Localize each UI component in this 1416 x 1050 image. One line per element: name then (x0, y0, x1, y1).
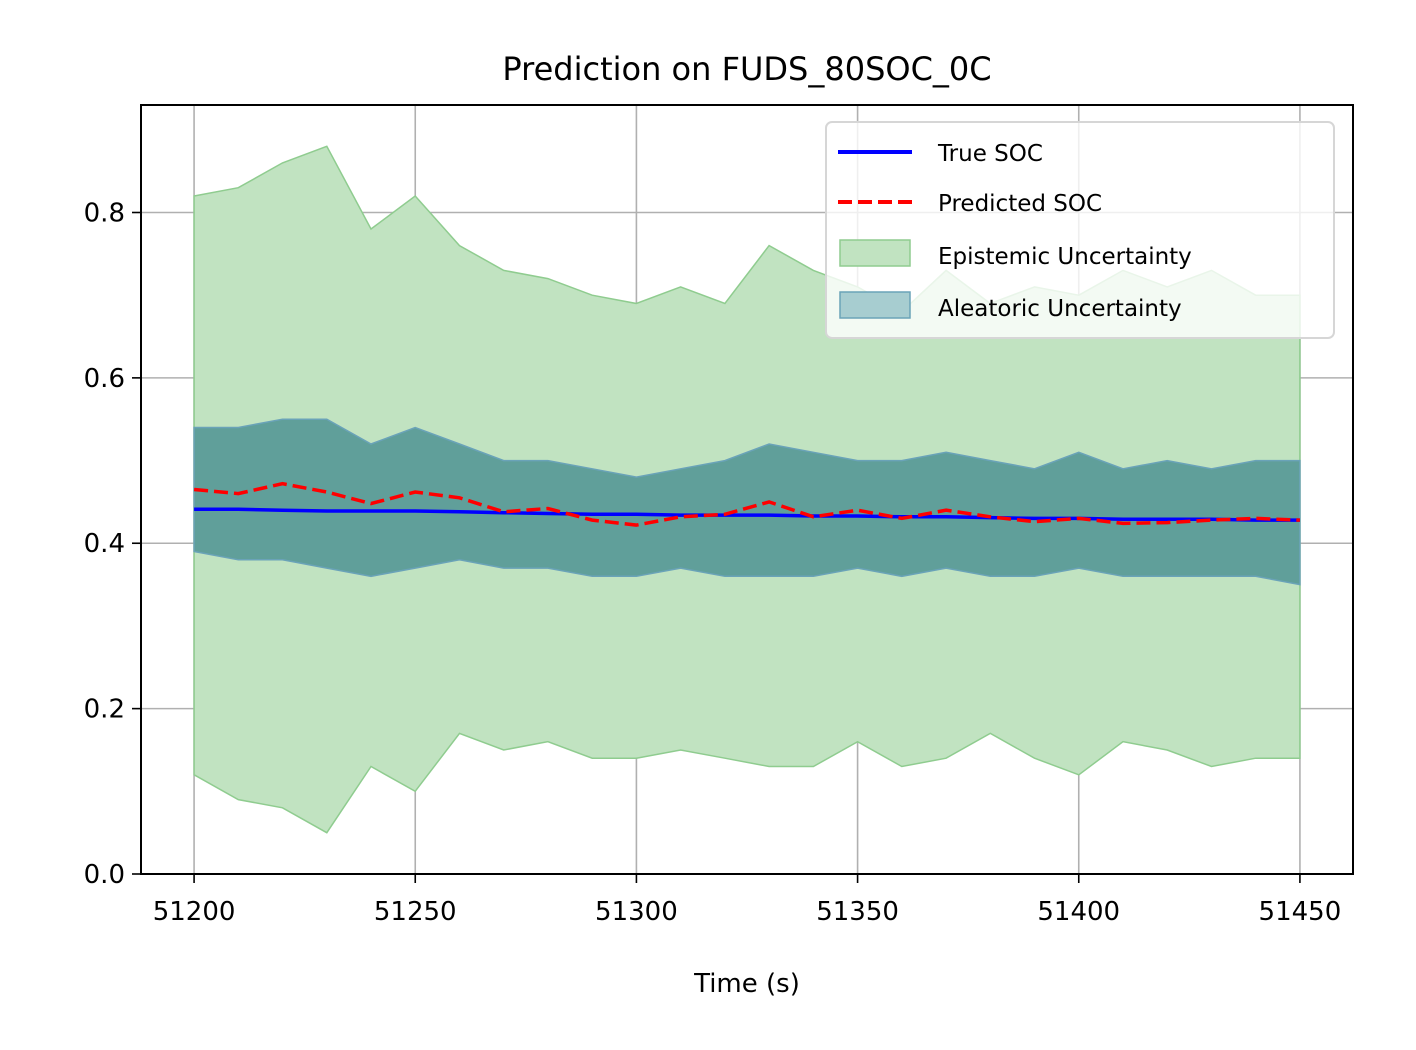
x-axis-label: Time (s) (693, 969, 800, 999)
x-tick-label: 51400 (1037, 897, 1120, 927)
legend: True SOC Predicted SOC Epistemic Uncerta… (825, 121, 1335, 339)
true-soc-line (194, 507, 1300, 522)
y-tick-label: 0.8 (84, 198, 125, 228)
predicted-soc-line (193, 481, 1300, 527)
x-tick-label: 51200 (153, 897, 236, 927)
legend-box (825, 121, 1335, 339)
legend-epistemic-swatch (839, 239, 911, 267)
aleatoric-uncertainty-band (193, 418, 1301, 586)
legend-aleatoric-label: Aleatoric Uncertainty (938, 296, 1182, 322)
y-tick-label: 0.2 (84, 695, 125, 725)
x-tick-label: 51450 (1259, 897, 1342, 927)
y-tick-label: 0.4 (84, 529, 125, 559)
legend-true-soc-label: True SOC (937, 141, 1043, 167)
y-tick-label: 0.6 (84, 364, 125, 394)
chart-title: Prediction on FUDS_80SOC_0C (502, 50, 991, 88)
x-tick-label: 51250 (374, 897, 457, 927)
y-tick-label: 0.0 (84, 860, 125, 890)
x-tick-label: 51350 (816, 897, 899, 927)
legend-aleatoric-swatch (839, 291, 911, 319)
legend-epistemic-label: Epistemic Uncertainty (938, 244, 1192, 270)
legend-predicted-soc-label: Predicted SOC (938, 191, 1102, 217)
ticks: 51200 51250 51300 51350 51400 51450 0.0 0.2 0.4 0… (84, 198, 1342, 927)
plot-frame (140, 104, 1354, 875)
lines (193, 481, 1300, 527)
x-tick-label: 51300 (595, 897, 678, 927)
